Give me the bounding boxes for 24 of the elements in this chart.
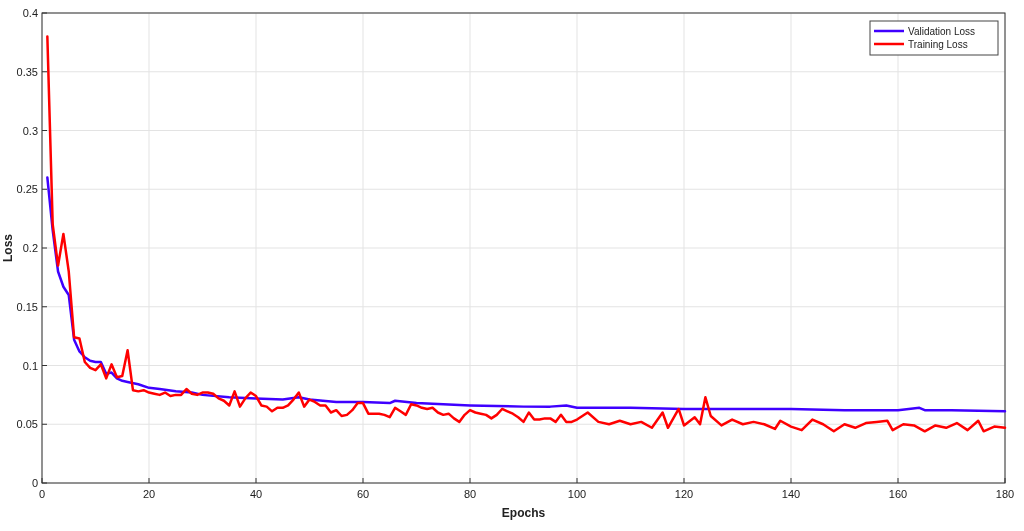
x-tick-label: 80 bbox=[463, 488, 477, 500]
y-tick-label: 0.35 bbox=[16, 65, 38, 78]
x-tick-label: 100 bbox=[567, 488, 587, 500]
x-tick-label: 160 bbox=[888, 488, 908, 500]
x-tick-label: 40 bbox=[249, 488, 263, 500]
x-tick-label: 20 bbox=[142, 488, 156, 500]
y-axis-title: Loss bbox=[1, 233, 15, 263]
legend-label: Training Loss bbox=[908, 39, 968, 50]
x-axis-title: Epochs bbox=[501, 506, 546, 520]
legend-label: Validation Loss bbox=[908, 26, 976, 37]
x-tick-label: 140 bbox=[781, 488, 801, 500]
y-tick-label: 0 bbox=[31, 477, 38, 489]
y-tick-label: 0.05 bbox=[16, 418, 38, 431]
x-tick-label: 120 bbox=[674, 488, 694, 500]
line-series bbox=[46, 35, 1007, 433]
x-tick-label: 60 bbox=[356, 488, 370, 500]
y-tick-label: 0.3 bbox=[22, 124, 38, 137]
y-tick-label: 0.25 bbox=[16, 183, 38, 196]
y-tick-label: 0.15 bbox=[16, 300, 38, 313]
x-tick-label: 180 bbox=[995, 488, 1015, 500]
y-tick-label: 0.1 bbox=[22, 359, 38, 372]
y-tick-label: 0.4 bbox=[22, 7, 38, 19]
x-tick-label: 0 bbox=[38, 488, 46, 500]
y-tick-label: 0.2 bbox=[22, 242, 38, 254]
